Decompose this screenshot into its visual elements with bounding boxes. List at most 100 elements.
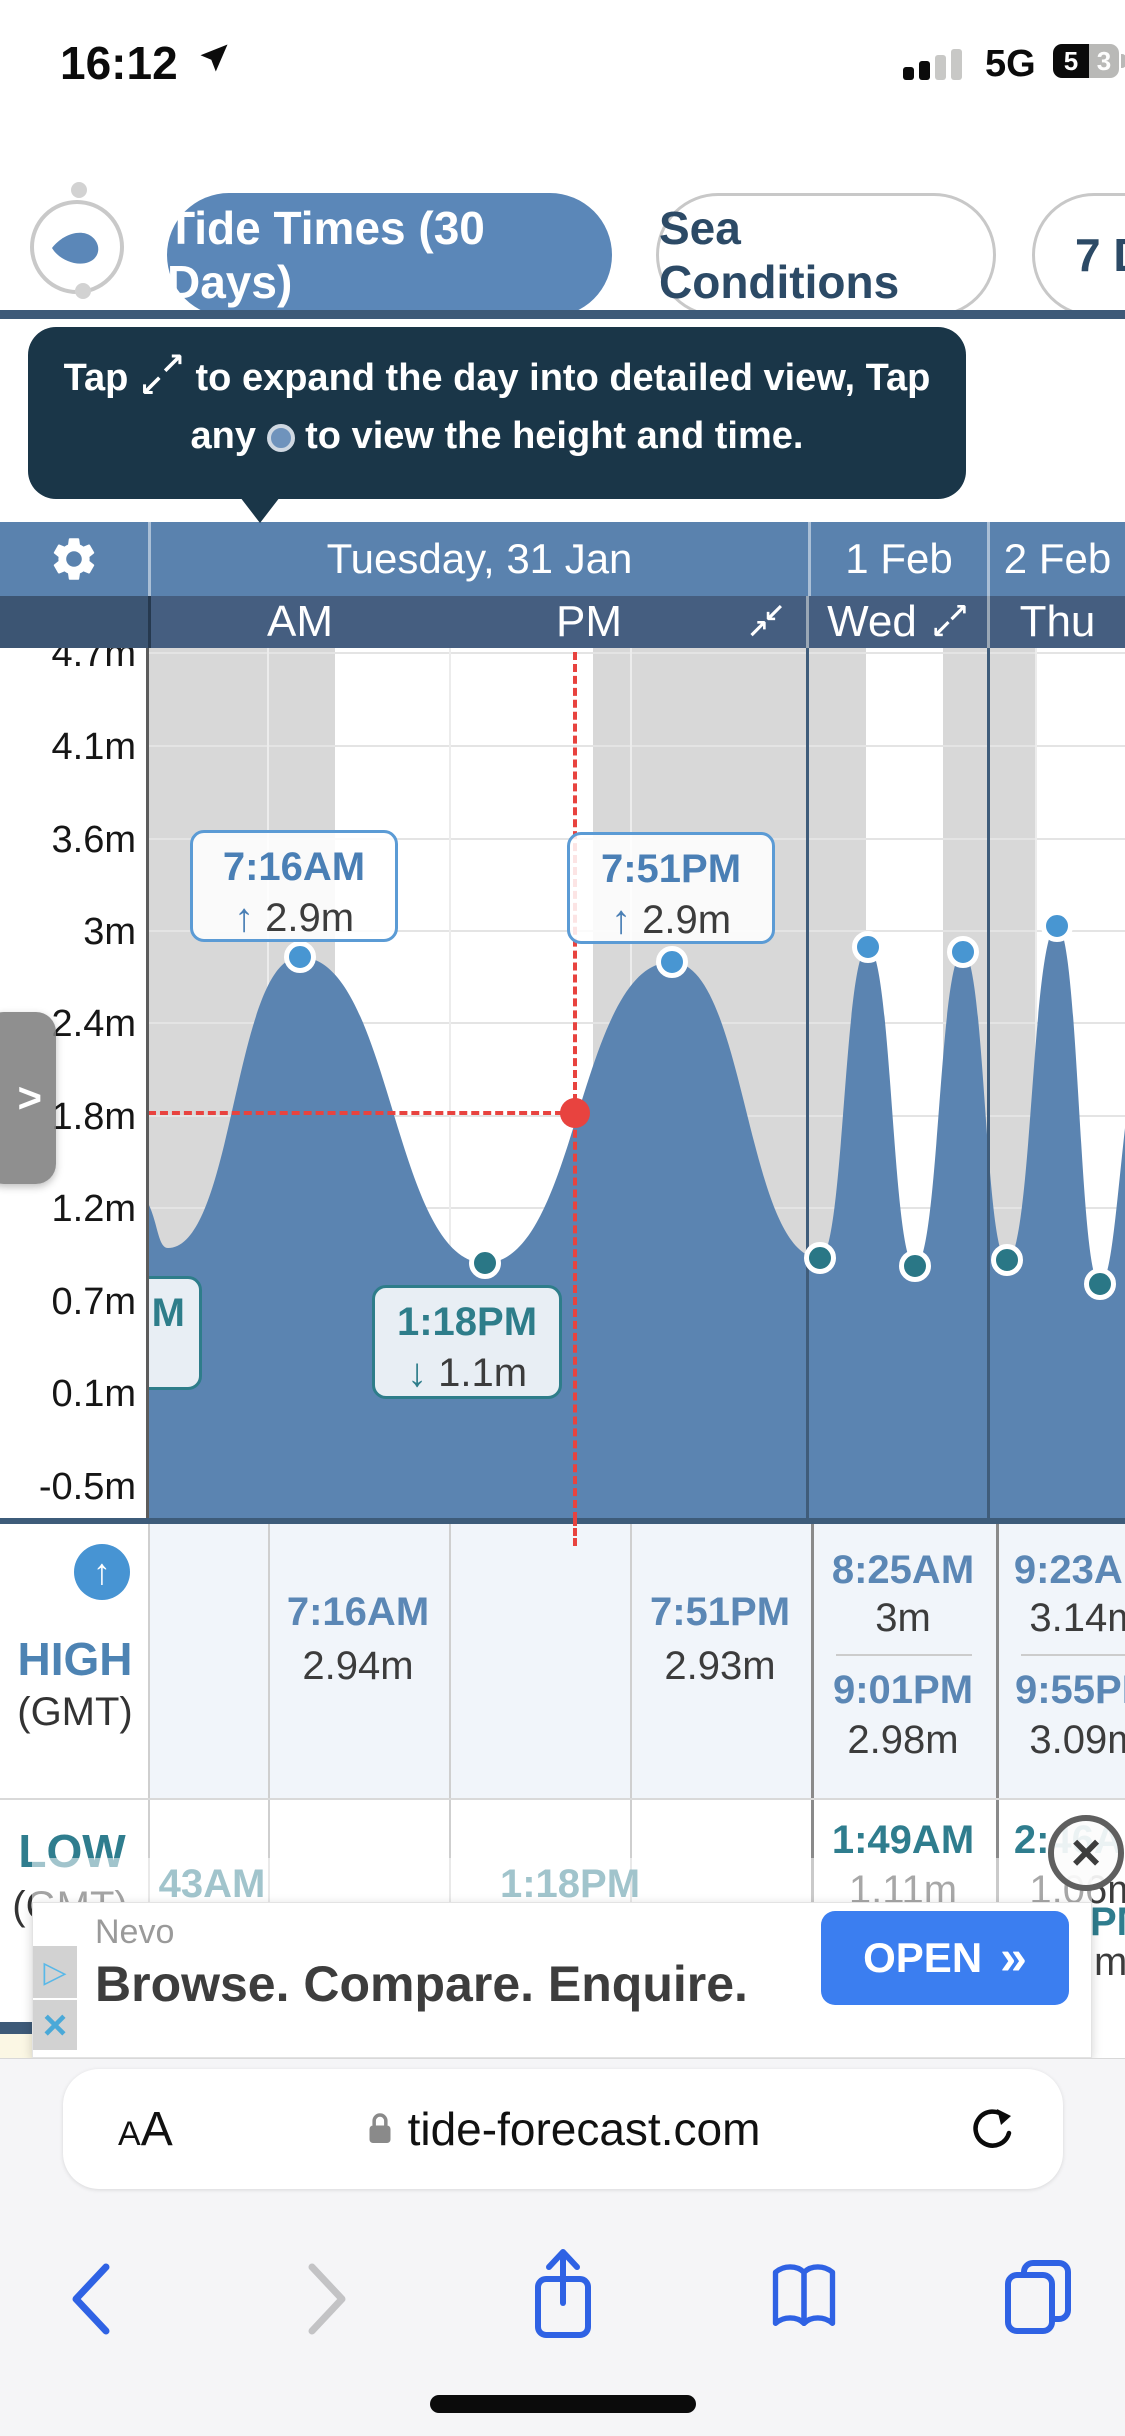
y-axis-label: 1.2m — [51, 1188, 136, 1230]
home-indicator[interactable] — [430, 2395, 696, 2413]
text-size-button[interactable]: AA — [118, 2102, 173, 2156]
tab-label: Tide Times (30 Days) — [167, 202, 485, 308]
nav-divider — [0, 310, 1125, 319]
day-header-2feb[interactable]: 2 Feb — [1003, 535, 1112, 582]
y-axis-label: 1.8m — [51, 1096, 136, 1138]
expand-icon: ↗ ↙ — [930, 598, 969, 644]
section-divider — [0, 2022, 32, 2034]
low-time-fragment: PM — [1090, 1900, 1125, 1944]
y-axis-label: 4.1m — [51, 726, 136, 768]
logo-dot-top — [71, 182, 87, 198]
tabs-button[interactable] — [1002, 2257, 1074, 2335]
high-height: 2.98m — [847, 1718, 959, 1762]
high-tide-dot[interactable] — [284, 941, 316, 973]
low-tide-dot[interactable] — [469, 1247, 501, 1279]
network-type: 5G — [985, 43, 1036, 85]
expand-wed-button[interactable]: Wed ↗ ↙ — [827, 597, 969, 646]
close-x-icon: × — [42, 2001, 68, 2048]
chevrons-icon: » — [1000, 1931, 1027, 1985]
lock-icon — [369, 2113, 391, 2143]
day-border — [987, 648, 990, 1518]
high-time: 9:23AM — [1013, 1548, 1125, 1592]
y-axis-label: 0.1m — [51, 1373, 136, 1415]
bookmarks-button[interactable] — [766, 2261, 842, 2331]
ad-advertiser: Nevo — [95, 1913, 175, 1951]
high-tide-dot[interactable] — [656, 946, 688, 978]
high-tide-label[interactable]: 7:16AM ↑ 2.9m — [190, 830, 398, 942]
low-tide-label[interactable]: 1:18PM ↓ 1.1m — [372, 1285, 562, 1399]
logo-dot-bottom — [75, 283, 91, 299]
y-axis-label: 3.6m — [51, 819, 136, 861]
back-button[interactable] — [66, 2261, 118, 2337]
url-bar[interactable]: AA tide-forecast.com — [63, 2069, 1063, 2189]
crosshair-point[interactable] — [560, 1098, 590, 1128]
share-button[interactable] — [528, 2247, 598, 2343]
subheader-pm: PM — [556, 597, 622, 646]
y-axis-line — [146, 648, 149, 1518]
location-arrow-icon — [200, 44, 228, 72]
tide-chart-plot[interactable]: 7:16AM ↑ 2.9m 7:51PM ↑ 2.9m 1:18PM ↓ 1.1… — [148, 648, 1125, 1518]
url-domain: tide-forecast.com — [407, 2103, 761, 2155]
tide-dot-icon — [266, 424, 295, 452]
low-tide-label-clipped[interactable]: M — [148, 1276, 202, 1390]
battery-nub — [1121, 54, 1125, 68]
battery-digit-left: 5 — [1053, 44, 1089, 78]
expand-icon: ↗ ↙ — [138, 348, 185, 403]
chart-subheader-row: AM PM ↙ ↗ Wed ↗ ↙ Thu — [0, 596, 1125, 648]
high-tide-dot[interactable] — [1041, 910, 1073, 942]
y-axis-label: 3m — [83, 911, 136, 953]
y-axis-label: -0.5m — [38, 1466, 136, 1508]
high-time: 9:55PM — [1014, 1668, 1125, 1712]
high-tide-dot[interactable] — [947, 936, 979, 968]
high-height: 3.09m — [1029, 1718, 1125, 1762]
high-time: 7:51PM — [649, 1590, 791, 1634]
tab-label: 7 D — [1075, 229, 1125, 281]
low-tide-dot[interactable] — [991, 1244, 1023, 1276]
tooltip-text: to view the height and time. — [305, 415, 804, 457]
chart-day-header-row: Tuesday, 31 Jan 1 Feb 2 Feb — [0, 522, 1125, 596]
day-border — [806, 648, 809, 1518]
gridline — [449, 648, 451, 1518]
forward-button[interactable] — [300, 2261, 352, 2337]
tab-label: Sea Conditions — [659, 202, 900, 308]
crosshair-horizontal — [148, 1111, 575, 1115]
ad-top-fade — [32, 1858, 1092, 1904]
subheader-corner — [0, 596, 148, 648]
day-header-1feb[interactable]: 1 Feb — [845, 535, 953, 582]
ad-close-button[interactable]: × — [1048, 1815, 1124, 1891]
ad-banner[interactable]: Nevo Browse. Compare. Enquire. OPEN » — [32, 1902, 1092, 2058]
crosshair-tick — [573, 1518, 577, 1546]
settings-button[interactable] — [0, 522, 148, 596]
expand-thu-button[interactable]: Thu — [1019, 597, 1096, 646]
gear-icon — [53, 538, 95, 580]
tab-7-day[interactable]: 7 D — [1032, 193, 1125, 317]
battery-digit-right: 3 — [1089, 44, 1119, 78]
high-tide-dot[interactable] — [852, 931, 884, 963]
day-header-tuesday[interactable]: Tuesday, 31 Jan — [326, 535, 633, 582]
site-logo[interactable] — [30, 200, 124, 294]
adchoices-icon: ▷ — [43, 1955, 67, 1989]
collapse-icon: ↙ ↗ — [747, 598, 785, 644]
gridline — [148, 745, 1125, 747]
side-panel-handle[interactable]: > — [0, 1012, 56, 1184]
low-tide-dot[interactable] — [1084, 1268, 1116, 1300]
tooltip-text: any — [190, 415, 257, 457]
ad-dismiss-button[interactable]: × — [33, 2000, 77, 2050]
y-axis-label: 0.7m — [51, 1281, 136, 1323]
high-time: 9:01PM — [832, 1668, 974, 1712]
low-tide-dot[interactable] — [899, 1250, 931, 1282]
low-tide-dot[interactable] — [804, 1242, 836, 1274]
reload-icon[interactable] — [963, 2103, 1015, 2155]
tab-tide-times[interactable]: Tide Times (30 Days) — [167, 193, 612, 317]
ad-open-button[interactable]: OPEN » — [821, 1911, 1069, 2005]
high-height: 3.14m — [1029, 1596, 1125, 1640]
high-tide-label[interactable]: 7:51PM ↑ 2.9m — [567, 832, 775, 944]
high-time: 8:25AM — [831, 1548, 975, 1592]
collapse-day-button[interactable]: ↙ ↗ — [736, 596, 796, 648]
battery-icon: 5 3 — [1053, 44, 1119, 78]
adchoices-button[interactable]: ▷ — [33, 1946, 77, 1998]
safari-bottom-chrome: AA tide-forecast.com — [0, 2058, 1125, 2436]
tab-sea-conditions[interactable]: Sea Conditions — [656, 193, 996, 317]
table-row-divider — [0, 1798, 1125, 1800]
